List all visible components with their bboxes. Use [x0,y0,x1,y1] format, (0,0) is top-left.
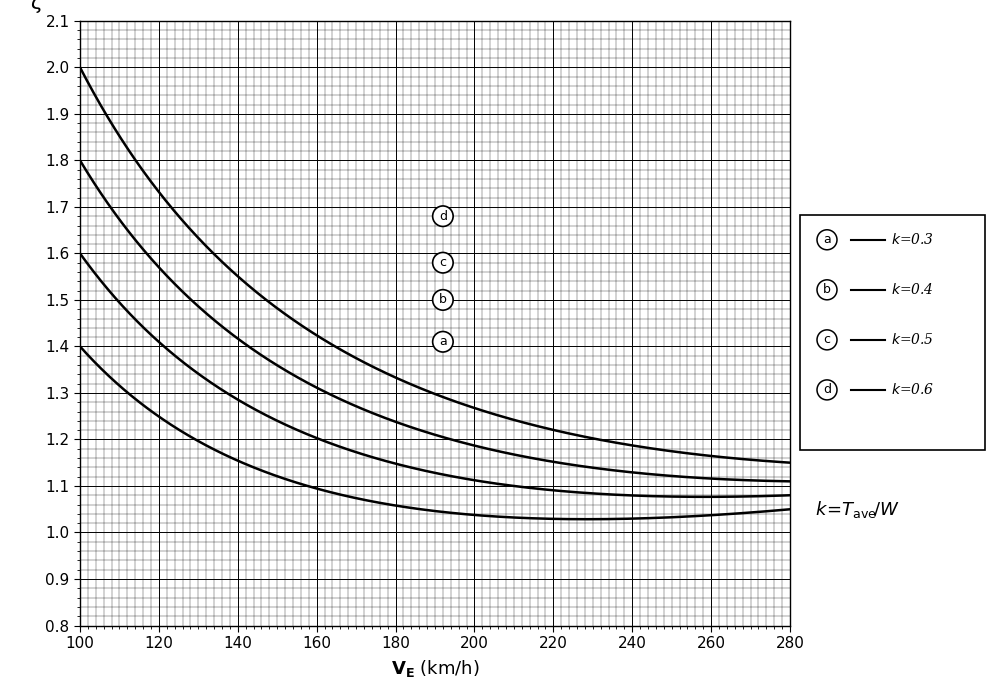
Text: $k$=0.5: $k$=0.5 [891,332,934,348]
Text: d: d [823,384,831,396]
Y-axis label: $\zeta$: $\zeta$ [30,0,45,15]
Text: $k\!=\!T_{\mathrm{ave}}\!/W$: $k\!=\!T_{\mathrm{ave}}\!/W$ [815,499,900,520]
Text: b: b [823,284,831,296]
Text: d: d [439,210,447,222]
Text: c: c [824,334,831,346]
Text: b: b [439,293,447,306]
Text: $k$=0.6: $k$=0.6 [891,382,934,398]
Text: a: a [823,234,831,246]
Text: c: c [439,256,446,269]
Text: a: a [439,335,447,348]
X-axis label: $\mathbf{V_E}$ (km/h): $\mathbf{V_E}$ (km/h) [391,658,479,679]
Text: $k$=0.4: $k$=0.4 [891,282,934,297]
Text: $k$=0.3: $k$=0.3 [891,232,934,247]
